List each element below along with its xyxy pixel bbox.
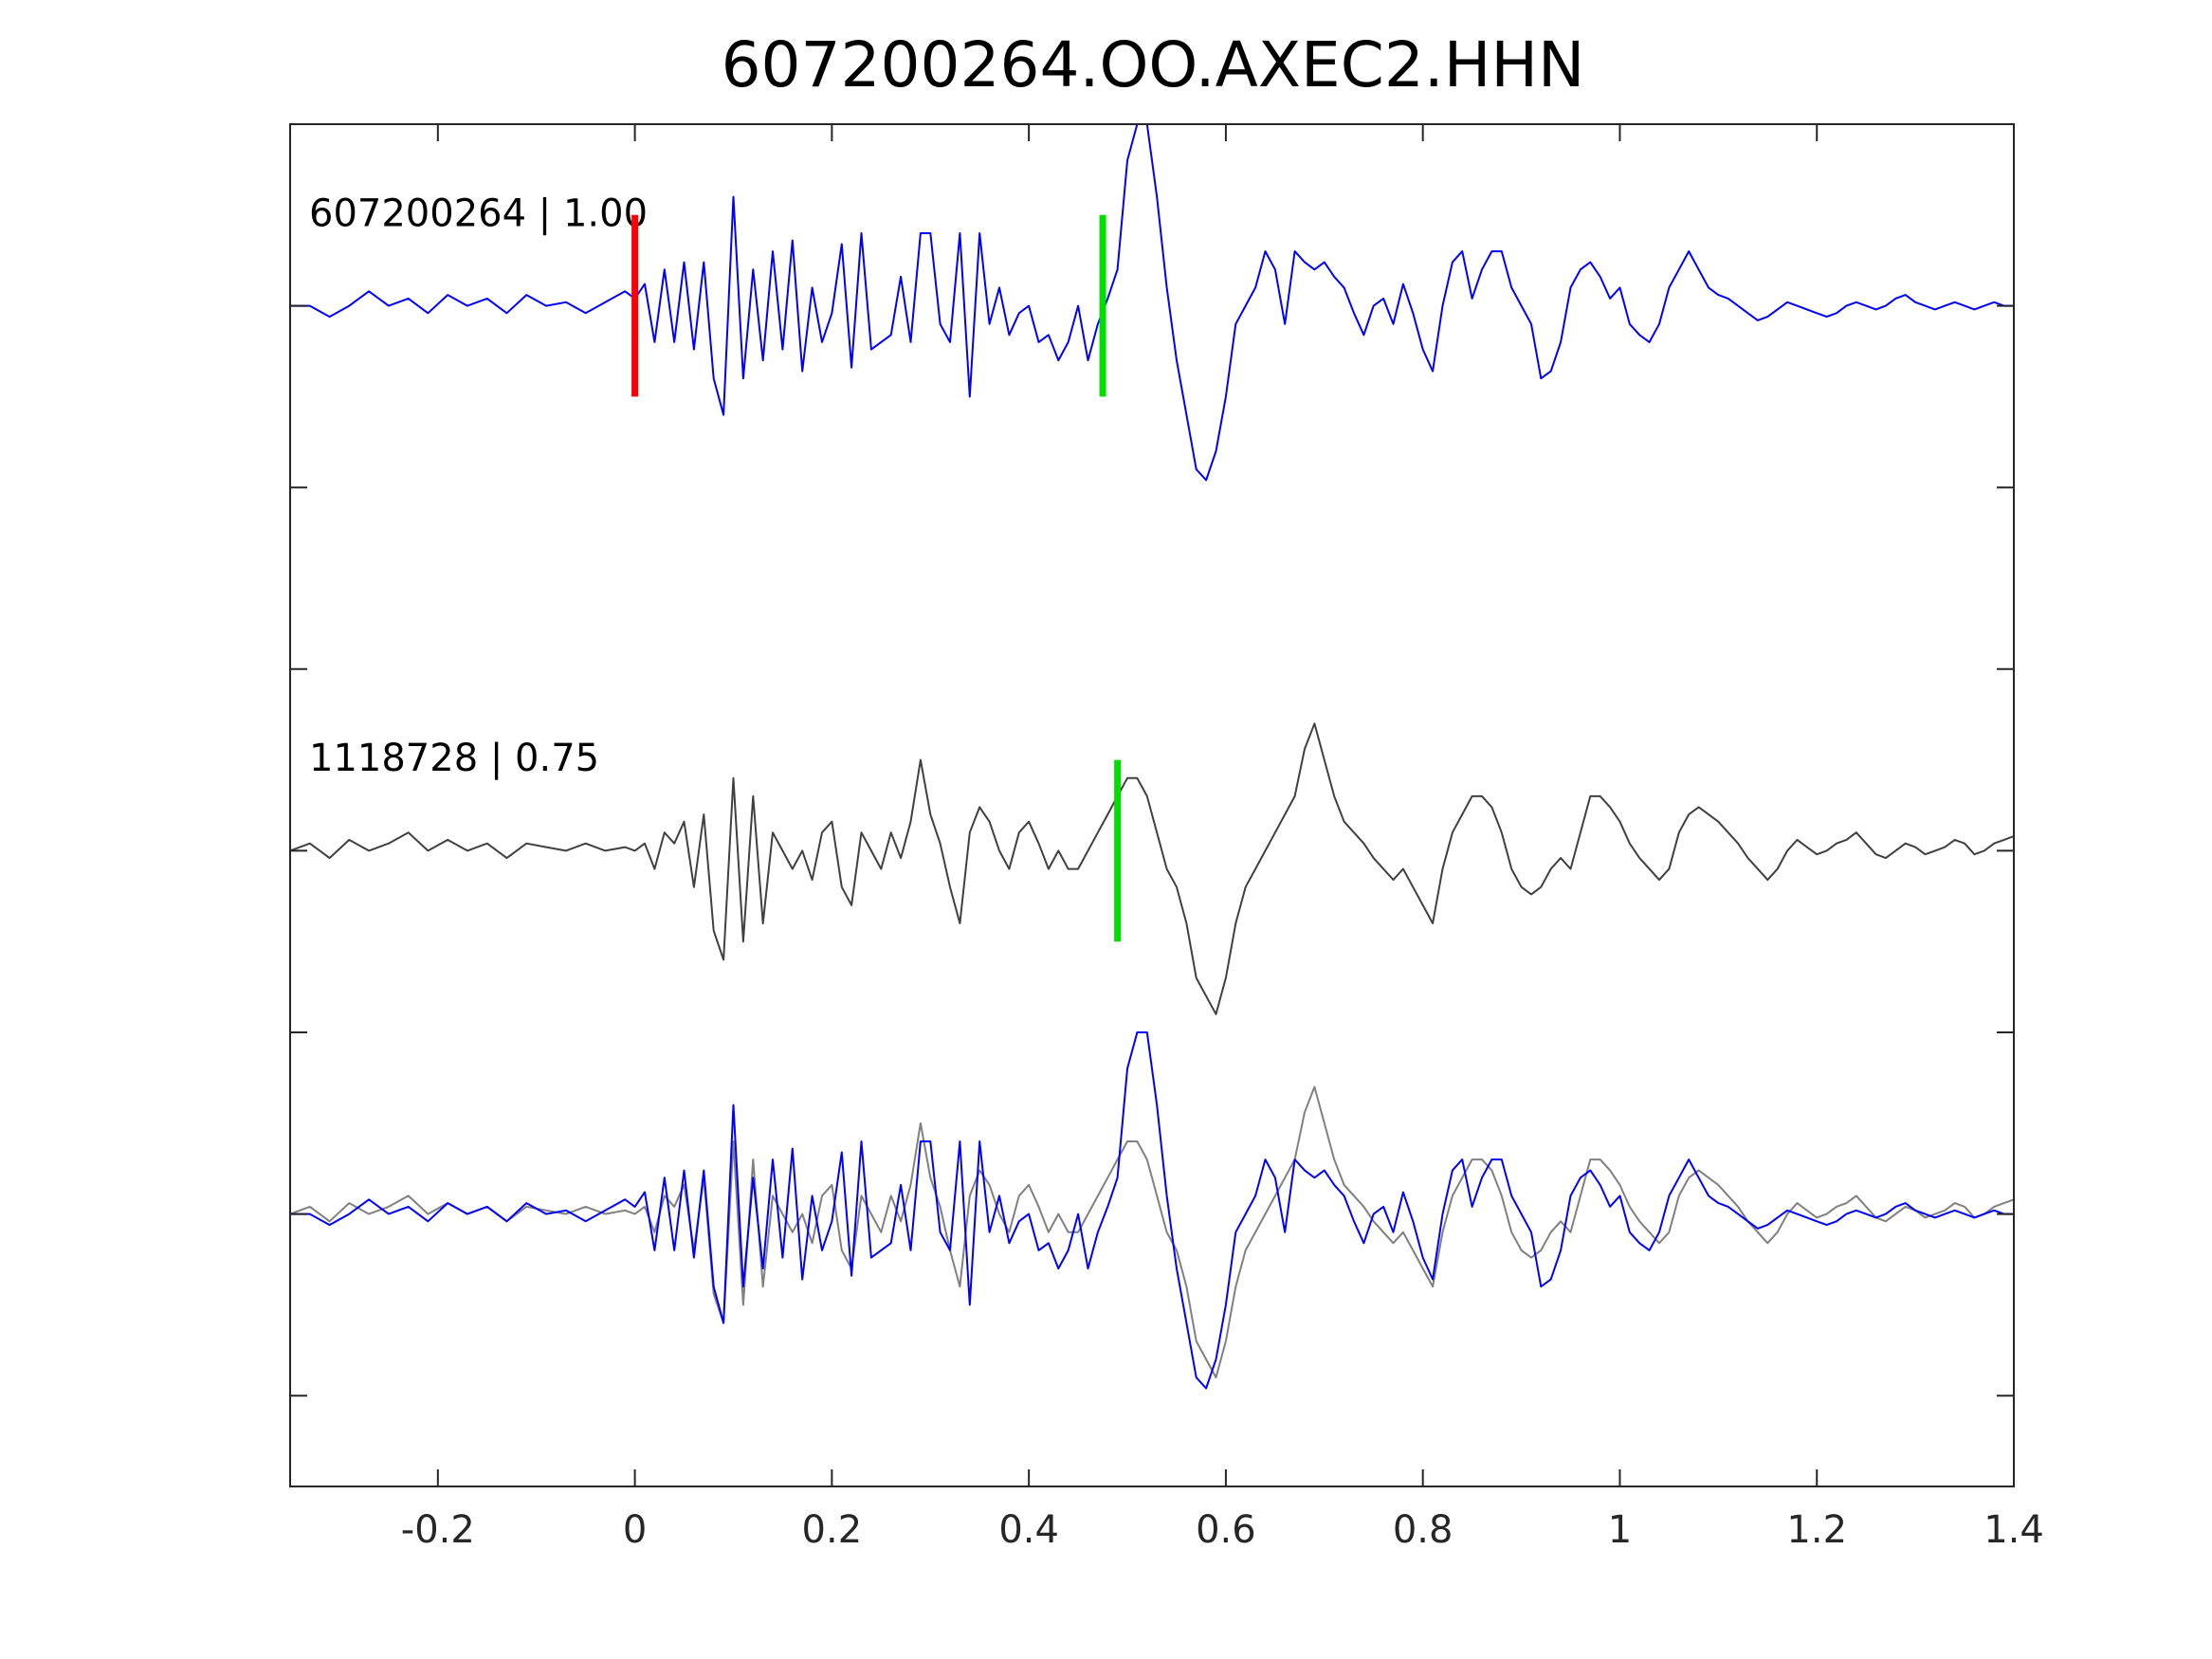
x-tick-label: 1.2 <box>1786 1508 1847 1552</box>
trace-neighbor-panel-2 <box>289 722 2015 1015</box>
x-tick-label: 0.2 <box>802 1508 863 1552</box>
trace-master-panel-3 <box>290 1031 2014 1390</box>
x-tick-label: 0.6 <box>1196 1508 1256 1552</box>
x-tick-label: 0.8 <box>1393 1508 1453 1552</box>
axes-box <box>289 123 2015 1487</box>
x-tick-label: 0 <box>623 1508 647 1552</box>
trace-label-panel-1: 607200264 | 1.00 <box>309 191 648 235</box>
x-tick-label: 1.4 <box>1983 1508 2044 1552</box>
x-tick-label: 0.4 <box>998 1508 1059 1552</box>
trace-master-panel-1 <box>290 123 2014 482</box>
trace-label-panel-2: 1118728 | 0.75 <box>309 737 599 780</box>
x-tick-label: 1 <box>1608 1508 1632 1552</box>
x-tick-label: -0.2 <box>401 1508 475 1552</box>
axis-ticks: -0.2 0 0.2 0.4 0.6 0.8 1 1.2 1.4 <box>290 124 2044 1552</box>
plot-area: 607200264 | 1.00 1118728 | 0.75 <box>289 123 2015 1390</box>
chart-title: 607200264.OO.AXEC2.HHN <box>722 28 1585 101</box>
trace-neighbor-panel-3 <box>289 1085 2015 1378</box>
